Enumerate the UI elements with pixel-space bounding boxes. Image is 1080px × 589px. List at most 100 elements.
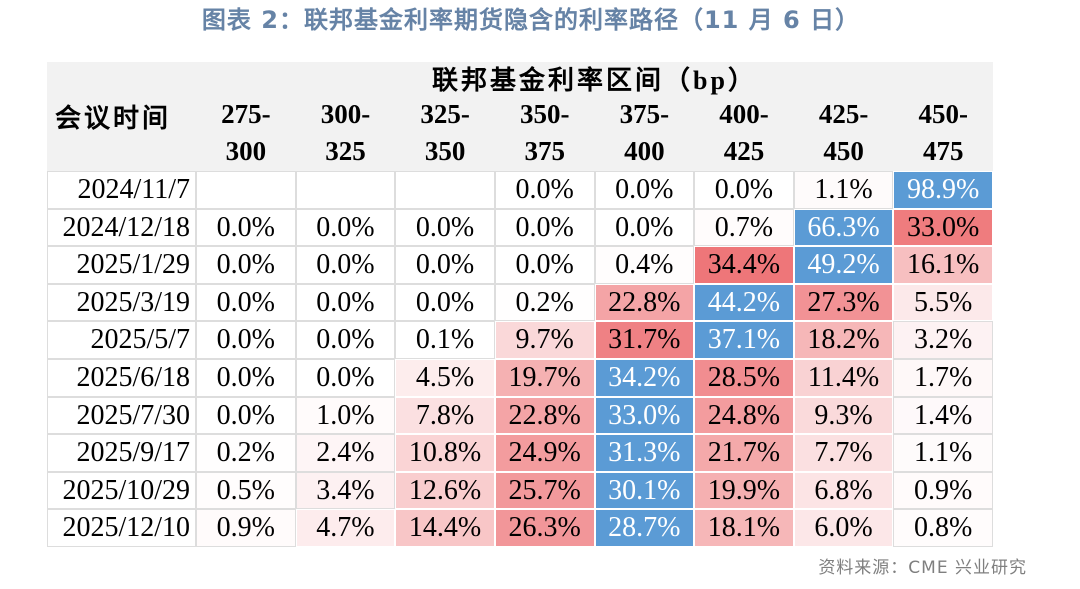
meeting-date-cell: 2024/11/7 <box>47 171 196 209</box>
probability-cell: 34.4% <box>694 246 794 284</box>
probability-cell: 0.9% <box>196 509 296 547</box>
probability-cell-row-max: 66.3% <box>793 208 894 247</box>
probability-cell: 0.0% <box>594 171 695 209</box>
probability-cell: 0.0% <box>196 283 296 322</box>
probability-cell: 9.3% <box>793 396 894 435</box>
probability-cell: 1.7% <box>893 358 993 397</box>
meeting-date-cell: 2025/5/7 <box>47 321 196 359</box>
probability-cell: 0.0% <box>196 321 296 359</box>
rate-range-lower: 450- <box>918 99 968 129</box>
empty-cell <box>395 171 495 209</box>
probability-cell: 24.8% <box>694 396 794 435</box>
probability-cell: 0.0% <box>494 208 595 247</box>
meeting-date-cell: 2024/12/18 <box>47 208 196 247</box>
probability-cell-row-max: 98.9% <box>893 171 993 209</box>
rate-range-upper: 450 <box>823 136 864 166</box>
probability-cell: 0.5% <box>196 471 296 510</box>
probability-cell: 21.7% <box>694 434 794 472</box>
rate-range-lower: 325- <box>420 99 470 129</box>
probability-cell: 2.4% <box>295 434 396 472</box>
rate-range-header-350-375: 350- 375 <box>494 95 595 171</box>
probability-cell: 9.7% <box>494 321 595 359</box>
probability-cell: 24.9% <box>494 434 595 472</box>
probability-cell: 22.8% <box>594 283 695 322</box>
probability-cell: 26.3% <box>494 509 595 547</box>
probability-cell: 5.5% <box>893 283 993 322</box>
meeting-date-cell: 2025/7/30 <box>47 396 196 435</box>
probability-cell: 1.0% <box>295 396 396 435</box>
probability-cell: 11.4% <box>793 358 894 397</box>
rate-range-upper: 400 <box>624 136 665 166</box>
probability-cell: 0.2% <box>494 283 595 322</box>
probability-cell: 0.0% <box>295 358 396 397</box>
probability-cell: 0.0% <box>395 283 495 322</box>
rate-range-header-275-300: 275- 300 <box>196 95 296 171</box>
rate-range-header-300-325: 300- 325 <box>295 95 396 171</box>
meeting-time-header: 会议时间 <box>47 62 196 171</box>
probability-cell: 0.0% <box>295 321 396 359</box>
probability-cell: 14.4% <box>395 509 495 547</box>
meeting-date-cell: 2025/6/18 <box>47 358 196 397</box>
probability-cell: 0.0% <box>196 246 296 284</box>
probability-cell: 18.1% <box>694 509 794 547</box>
probability-cell-row-max: 31.3% <box>594 434 695 472</box>
probability-cell: 0.0% <box>295 208 396 247</box>
empty-cell <box>196 171 296 209</box>
probability-cell: 4.7% <box>295 509 396 547</box>
meeting-date-cell: 2025/12/10 <box>47 509 196 547</box>
probability-cell: 18.2% <box>793 321 894 359</box>
rate-range-lower: 400- <box>719 99 769 129</box>
probability-cell: 0.0% <box>694 171 794 209</box>
probability-cell: 27.3% <box>793 283 894 322</box>
probability-cell: 33.0% <box>893 208 993 247</box>
meeting-date-cell: 2025/10/29 <box>47 471 196 510</box>
probability-cell: 19.9% <box>694 471 794 510</box>
probability-cell: 10.8% <box>395 434 495 472</box>
probability-cell: 0.2% <box>196 434 296 472</box>
probability-cell: 0.0% <box>196 396 296 435</box>
probability-cell: 3.4% <box>295 471 396 510</box>
probability-cell: 31.7% <box>594 321 695 359</box>
figure-title: 图表 2：联邦基金利率期货隐含的利率路径（11 月 6 日） <box>201 6 861 34</box>
probability-cell-row-max: 34.2% <box>594 358 695 397</box>
probability-cell: 6.8% <box>793 471 894 510</box>
meeting-date-cell: 2025/3/19 <box>47 283 196 322</box>
probability-cell: 0.9% <box>893 471 993 510</box>
rate-range-upper: 425 <box>723 136 765 166</box>
empty-cell <box>295 171 396 209</box>
rate-range-lower: 275- <box>221 99 271 129</box>
probability-cell-row-max: 49.2% <box>793 246 894 284</box>
probability-cell-row-max: 33.0% <box>594 396 695 435</box>
probability-cell: 19.7% <box>494 358 595 397</box>
probability-cell: 4.5% <box>395 358 495 397</box>
probability-cell: 3.2% <box>893 321 993 359</box>
rate-range-group-header: 联邦基金利率区间（bp） <box>196 62 993 95</box>
probability-cell: 22.8% <box>494 396 595 435</box>
probability-cell: 0.0% <box>494 171 595 209</box>
probability-cell: 0.4% <box>594 246 695 284</box>
probability-cell: 0.0% <box>196 208 296 247</box>
rate-range-header-425-450: 425- 450 <box>793 95 894 171</box>
probability-cell: 0.0% <box>395 246 495 284</box>
rate-range-header-375-400: 375- 400 <box>594 95 695 171</box>
probability-cell: 16.1% <box>893 246 993 284</box>
rate-range-upper: 375 <box>524 136 565 166</box>
probability-cell-row-max: 30.1% <box>594 471 695 510</box>
probability-cell: 0.1% <box>395 321 495 359</box>
probability-table: 会议时间 联邦基金利率区间（bp） 275- 300 300- 325 325-… <box>47 62 993 547</box>
probability-cell: 0.0% <box>594 208 695 247</box>
probability-cell: 28.5% <box>694 358 794 397</box>
source-note: 资料来源：CME 兴业研究 <box>818 558 1027 578</box>
probability-cell: 25.7% <box>494 471 595 510</box>
probability-cell: 6.0% <box>793 509 894 547</box>
rate-range-lower: 425- <box>818 99 869 129</box>
probability-cell: 0.8% <box>893 509 993 547</box>
probability-cell: 0.0% <box>395 208 495 247</box>
probability-cell: 1.1% <box>793 171 894 209</box>
meeting-date-cell: 2025/9/17 <box>47 434 196 472</box>
rate-range-upper: 475 <box>922 136 964 166</box>
rate-range-upper: 300 <box>225 136 267 166</box>
rate-range-lower: 300- <box>320 99 371 129</box>
probability-cell: 1.4% <box>893 396 993 435</box>
probability-cell: 7.7% <box>793 434 894 472</box>
